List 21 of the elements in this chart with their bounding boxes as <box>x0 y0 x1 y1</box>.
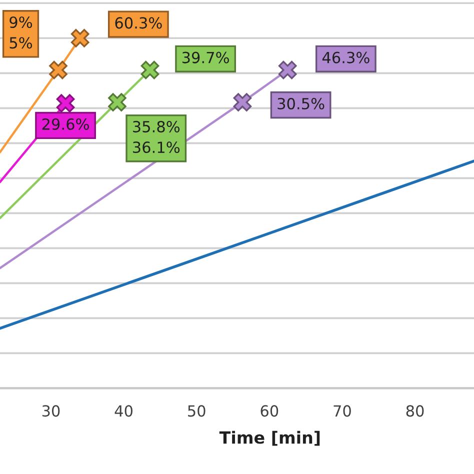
x-tick-label: 50 <box>188 405 206 417</box>
x-tick-label: 80 <box>406 405 424 417</box>
annotation: 60.3% <box>115 17 162 29</box>
x-axis-title: Time [min] <box>219 430 320 446</box>
point <box>56 94 75 112</box>
x-tick-label: 60 <box>260 405 278 417</box>
annotation: 35.8% 36.1% <box>133 120 180 154</box>
annotation: 30.5% <box>278 98 324 110</box>
point <box>108 93 126 112</box>
x-tick-label: 40 <box>114 405 132 417</box>
annotation: 39.7% <box>182 52 229 64</box>
point <box>233 93 252 112</box>
annotation: 29.6% <box>42 118 89 130</box>
point <box>49 60 68 80</box>
annotation: 9% 5% <box>10 16 32 49</box>
annotation: 46.3% <box>322 52 370 64</box>
point <box>278 60 297 80</box>
point <box>140 60 160 80</box>
x-tick-label: 70 <box>334 405 351 417</box>
point <box>70 28 90 48</box>
x-tick-label: 30 <box>42 405 60 417</box>
